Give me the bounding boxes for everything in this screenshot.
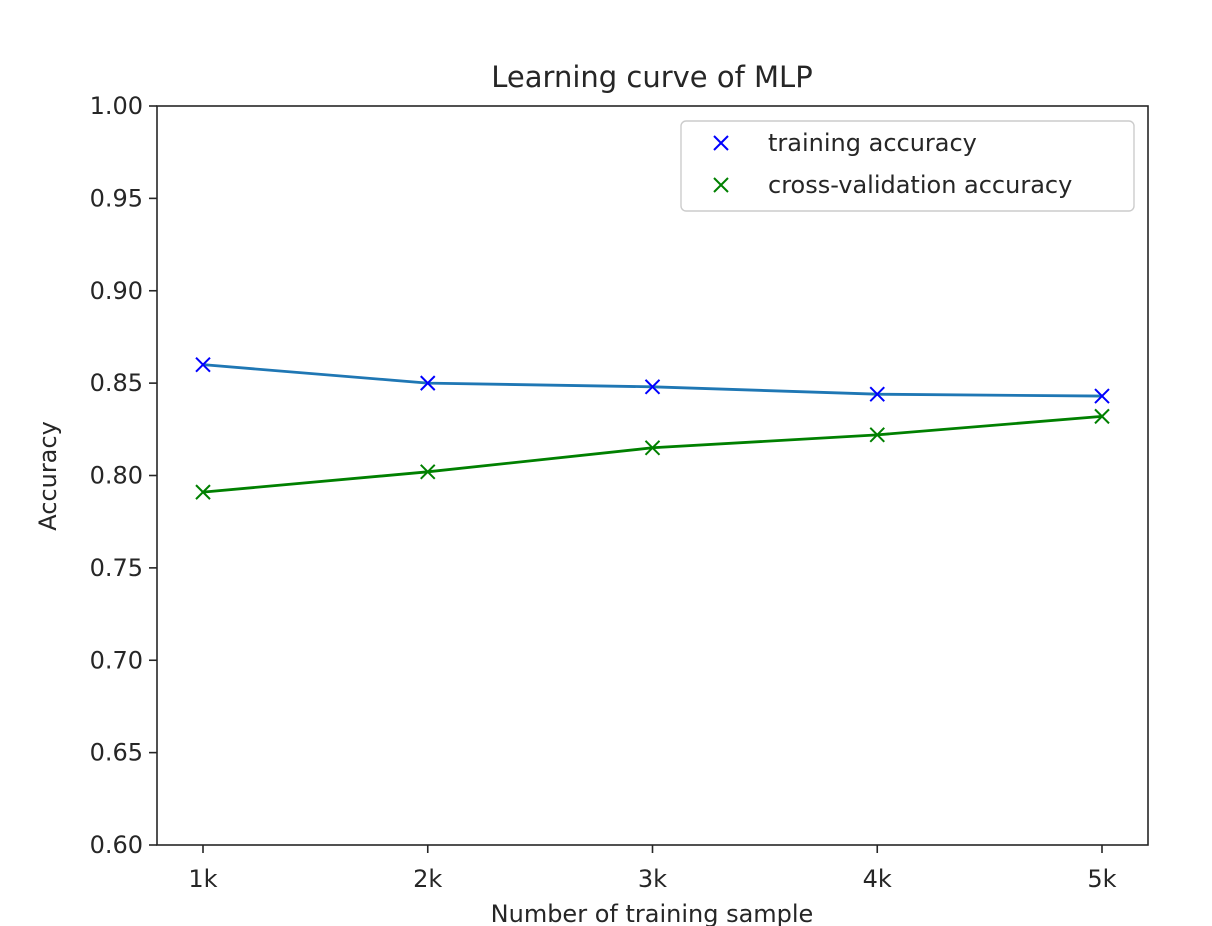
- x-tick-label: 5k: [1087, 865, 1116, 893]
- x-tick-label: 3k: [638, 865, 667, 893]
- y-tick-label: 1.00: [90, 92, 143, 120]
- y-tick-label: 0.65: [90, 739, 143, 767]
- y-tick-label: 0.80: [90, 462, 143, 490]
- x-tick-label: 2k: [413, 865, 442, 893]
- legend-label-cross-validation: cross-validation accuracy: [768, 171, 1072, 199]
- data-point-training: [420, 375, 436, 391]
- data-point-cross-validation: [1094, 408, 1110, 425]
- y-tick-label: 0.90: [90, 277, 143, 305]
- x-tick-label: 1k: [188, 865, 217, 893]
- y-axis-label: Accuracy: [34, 421, 62, 531]
- data-point-training: [869, 386, 885, 402]
- legend-marker-training: [713, 135, 729, 151]
- data-point-training: [195, 356, 211, 373]
- x-axis-label: Number of training sample: [491, 900, 814, 926]
- chart-title: Learning curve of MLP: [491, 60, 812, 94]
- y-tick-label: 0.60: [90, 831, 143, 859]
- y-axis: 0.60 0.65 0.70 0.75 0.80 0.85 0.90 0.95 1.00: [90, 92, 157, 859]
- data-point-cross-validation: [869, 427, 885, 443]
- series-layer: [195, 356, 1110, 500]
- data-point-training: [644, 379, 661, 395]
- legend: training accuracy cross-validation accur…: [680, 120, 1135, 212]
- legend-box: [680, 120, 1135, 212]
- data-point-cross-validation: [420, 464, 436, 480]
- data-point-cross-validation: [195, 484, 211, 500]
- plot-area: [156, 105, 1149, 846]
- legend-marker-cross-validation: [713, 177, 729, 193]
- x-tick-label: 4k: [863, 865, 892, 893]
- data-point-cross-validation: [644, 440, 661, 456]
- y-tick-label: 0.85: [90, 369, 143, 397]
- y-tick-label: 0.70: [90, 646, 143, 674]
- legend-label-training: training accuracy: [768, 129, 977, 157]
- y-tick-label: 0.75: [90, 554, 143, 582]
- x-axis: 1k 2k 3k 4k 5k: [188, 845, 1117, 893]
- y-tick-label: 0.95: [90, 184, 143, 212]
- data-point-training: [1094, 388, 1110, 404]
